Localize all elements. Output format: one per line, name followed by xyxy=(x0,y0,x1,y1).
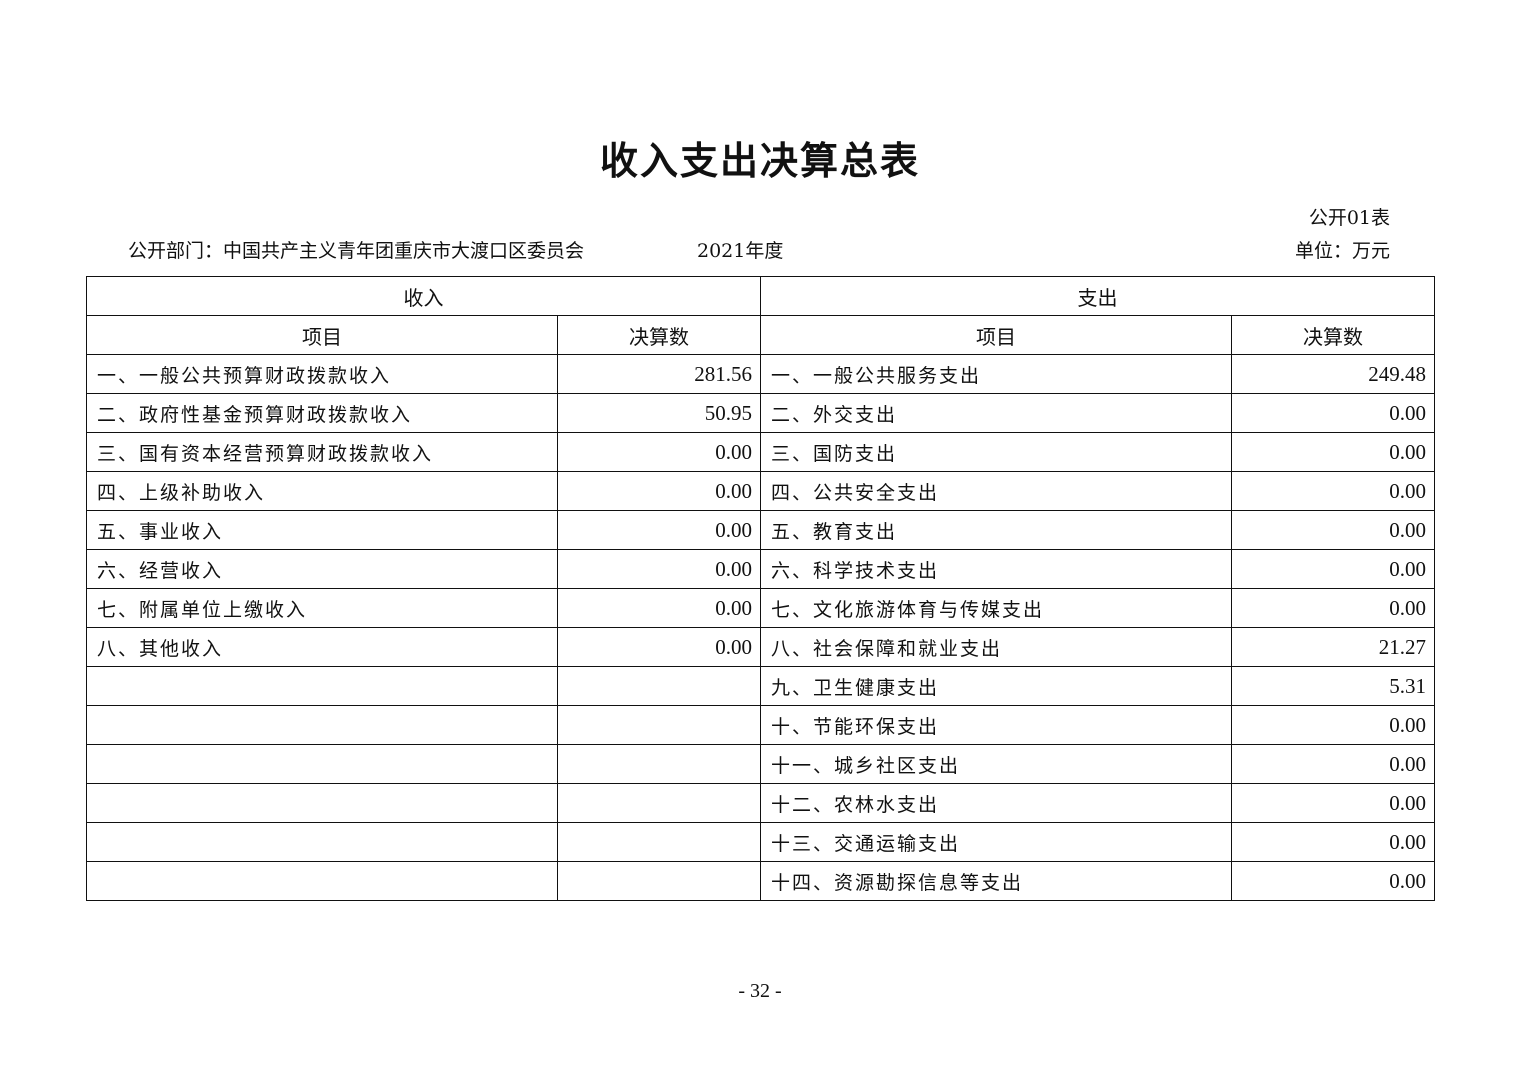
income-item: 三、国有资本经营预算财政拨款收入 xyxy=(86,432,558,472)
expense-item: 二、外交支出 xyxy=(760,393,1232,433)
expense-amount: 0.00 xyxy=(1231,588,1435,628)
income-item: 一、一般公共预算财政拨款收入 xyxy=(86,354,558,394)
expense-item: 十三、交通运输支出 xyxy=(760,822,1232,862)
income-amount xyxy=(557,666,761,706)
expense-item-header: 项目 xyxy=(760,315,1232,355)
income-item: 六、经营收入 xyxy=(86,549,558,589)
income-item: 四、上级补助收入 xyxy=(86,471,558,511)
expense-item: 十一、城乡社区支出 xyxy=(760,744,1232,784)
expense-amount: 5.31 xyxy=(1231,666,1435,706)
income-amount: 50.95 xyxy=(557,393,761,433)
income-item xyxy=(86,705,558,745)
expense-amount-header: 决算数 xyxy=(1231,315,1435,355)
expense-amount: 0.00 xyxy=(1231,432,1435,472)
expense-item: 一、一般公共服务支出 xyxy=(760,354,1232,394)
expense-item: 八、社会保障和就业支出 xyxy=(760,627,1232,667)
department: 公开部门：中国共产主义青年团重庆市大渡口区委员会 xyxy=(128,240,585,262)
expense-item: 九、卫生健康支出 xyxy=(760,666,1232,706)
income-amount: 0.00 xyxy=(557,627,761,667)
income-amount: 0.00 xyxy=(557,471,761,511)
expense-item: 六、科学技术支出 xyxy=(760,549,1232,589)
table-row: 九、卫生健康支出 5.31 xyxy=(86,666,1435,706)
expense-amount: 0.00 xyxy=(1231,705,1435,745)
expense-item: 四、公共安全支出 xyxy=(760,471,1232,511)
income-item: 七、附属单位上缴收入 xyxy=(86,588,558,628)
expense-amount: 249.48 xyxy=(1231,354,1435,394)
income-amount xyxy=(557,744,761,784)
table-row: 三、国有资本经营预算财政拨款收入 0.00 三、国防支出 0.00 xyxy=(86,432,1435,472)
fiscal-year: 2021年度 xyxy=(697,240,784,262)
table-row: 一、一般公共预算财政拨款收入 281.56 一、一般公共服务支出 249.48 xyxy=(86,354,1435,394)
income-expense-table: 收入 支出 项目 决算数 项目 决算数 一、一般公共预算财政拨款收入 281.56… xyxy=(86,276,1435,901)
table-row: 十、节能环保支出 0.00 xyxy=(86,705,1435,745)
income-amount xyxy=(557,705,761,745)
income-item xyxy=(86,783,558,823)
table-row: 八、其他收入 0.00 八、社会保障和就业支出 21.27 xyxy=(86,627,1435,667)
table-row: 七、附属单位上缴收入 0.00 七、文化旅游体育与传媒支出 0.00 xyxy=(86,588,1435,628)
income-item-header: 项目 xyxy=(86,315,558,355)
expense-amount: 0.00 xyxy=(1231,393,1435,433)
expense-amount: 0.00 xyxy=(1231,744,1435,784)
expense-amount: 0.00 xyxy=(1231,549,1435,589)
income-item xyxy=(86,861,558,901)
page-title: 收入支出决算总表 xyxy=(599,139,920,183)
income-item xyxy=(86,666,558,706)
section-header-row: 收入 支出 xyxy=(86,276,1435,316)
table-row: 十四、资源勘探信息等支出 0.00 xyxy=(86,861,1435,901)
expense-amount: 0.00 xyxy=(1231,861,1435,901)
income-header: 收入 xyxy=(86,276,761,316)
expense-header: 支出 xyxy=(760,276,1435,316)
table-row: 十三、交通运输支出 0.00 xyxy=(86,822,1435,862)
income-item xyxy=(86,744,558,784)
expense-amount: 0.00 xyxy=(1231,783,1435,823)
income-item xyxy=(86,822,558,862)
income-item: 五、事业收入 xyxy=(86,510,558,550)
column-header-row: 项目 决算数 项目 决算数 xyxy=(86,315,1435,355)
income-amount: 0.00 xyxy=(557,588,761,628)
table-row: 六、经营收入 0.00 六、科学技术支出 0.00 xyxy=(86,549,1435,589)
expense-item: 十四、资源勘探信息等支出 xyxy=(760,861,1232,901)
expense-amount: 0.00 xyxy=(1231,822,1435,862)
expense-item: 七、文化旅游体育与传媒支出 xyxy=(760,588,1232,628)
income-amount: 281.56 xyxy=(557,354,761,394)
income-amount xyxy=(557,861,761,901)
table-number: 公开01表 xyxy=(1308,207,1390,229)
expense-amount: 21.27 xyxy=(1231,627,1435,667)
expense-item: 十、节能环保支出 xyxy=(760,705,1232,745)
income-amount: 0.00 xyxy=(557,432,761,472)
expense-amount: 0.00 xyxy=(1231,471,1435,511)
income-item: 二、政府性基金预算财政拨款收入 xyxy=(86,393,558,433)
expense-item: 十二、农林水支出 xyxy=(760,783,1232,823)
income-item: 八、其他收入 xyxy=(86,627,558,667)
income-amount xyxy=(557,783,761,823)
expense-amount: 0.00 xyxy=(1231,510,1435,550)
table-row: 二、政府性基金预算财政拨款收入 50.95 二、外交支出 0.00 xyxy=(86,393,1435,433)
income-amount: 0.00 xyxy=(557,549,761,589)
table-row: 十二、农林水支出 0.00 xyxy=(86,783,1435,823)
table-row: 四、上级补助收入 0.00 四、公共安全支出 0.00 xyxy=(86,471,1435,511)
income-amount-header: 决算数 xyxy=(557,315,761,355)
income-amount xyxy=(557,822,761,862)
expense-item: 三、国防支出 xyxy=(760,432,1232,472)
expense-item: 五、教育支出 xyxy=(760,510,1232,550)
table-row: 五、事业收入 0.00 五、教育支出 0.00 xyxy=(86,510,1435,550)
table-row: 十一、城乡社区支出 0.00 xyxy=(86,744,1435,784)
unit-label: 单位：万元 xyxy=(1294,240,1390,262)
page-number: - 32 - xyxy=(738,980,782,1002)
income-amount: 0.00 xyxy=(557,510,761,550)
